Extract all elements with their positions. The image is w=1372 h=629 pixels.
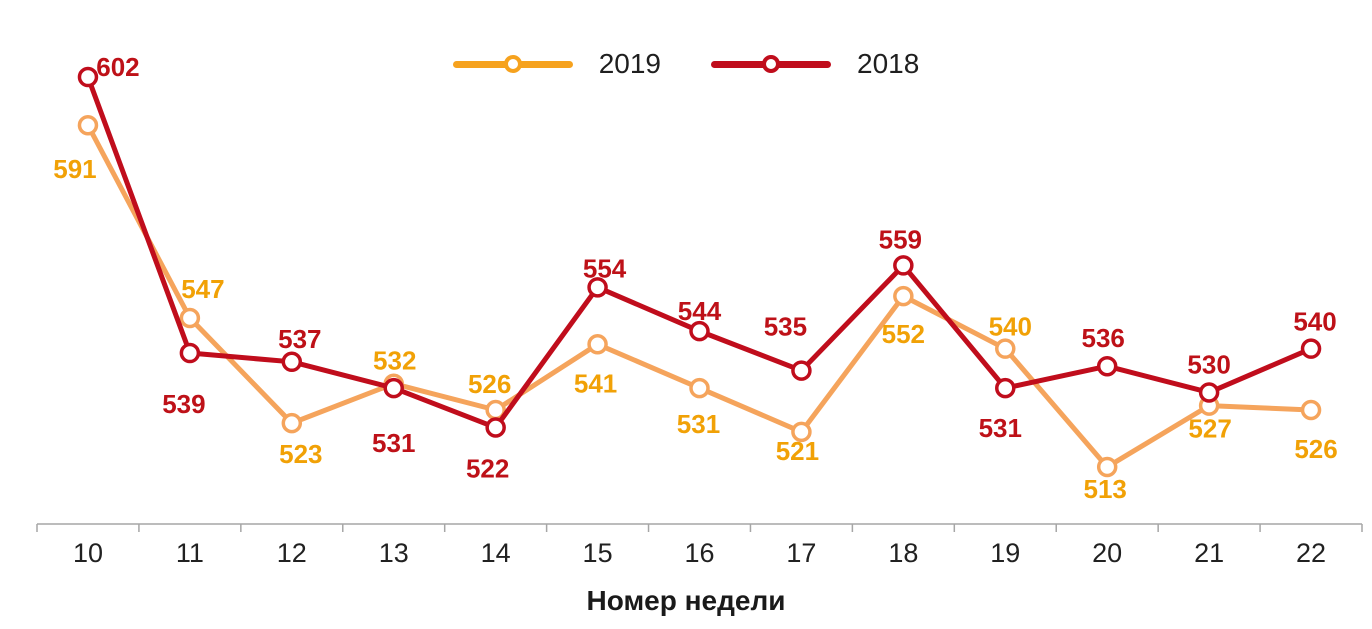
data-label-2018-22: 540 (1293, 307, 1336, 337)
data-point-2019-10 (77, 114, 99, 136)
data-label-2018-12: 537 (278, 324, 321, 354)
x-tick-label-14: 14 (481, 538, 511, 568)
x-tick-label-21: 21 (1194, 538, 1224, 568)
x-tick-label-18: 18 (888, 538, 918, 568)
data-point-2018-14 (485, 417, 506, 438)
series-line-2018 (85, 74, 1314, 431)
data-label-2019-12: 523 (279, 439, 322, 469)
data-label-2019-21: 527 (1188, 414, 1231, 444)
data-point-2019-17 (791, 421, 812, 443)
data-point-2019-15 (587, 334, 608, 355)
data-label-2019-20: 513 (1083, 474, 1126, 504)
x-tick-label-11: 11 (176, 538, 204, 568)
data-label-2018-21: 530 (1187, 349, 1230, 379)
data-point-2019-16 (689, 377, 710, 399)
data-point-2019-11 (179, 307, 201, 329)
data-label-2019-11: 547 (181, 274, 224, 304)
data-point-2018-15 (587, 277, 608, 298)
data-label-2019-19: 540 (989, 312, 1032, 342)
data-point-2018-12 (281, 351, 303, 373)
legend-marker-2019-icon (503, 55, 522, 73)
data-label-2018-10: 602 (96, 52, 139, 82)
legend-line-2018-icon (711, 55, 831, 73)
data-point-2018-11 (179, 342, 201, 364)
data-label-2019-18: 552 (882, 319, 925, 349)
data-label-2019-17: 521 (776, 436, 819, 466)
legend-item-2019: 2019 (452, 48, 661, 79)
data-label-2019-22: 526 (1294, 434, 1337, 464)
data-point-2018-19 (995, 377, 1016, 399)
data-point-2019-12 (281, 412, 303, 434)
data-point-2019-20 (1096, 456, 1118, 478)
data-label-2018-15: 554 (583, 253, 627, 283)
legend-line-2019-icon (452, 55, 573, 73)
data-point-2018-21 (1198, 382, 1220, 403)
data-label-2018-20: 536 (1081, 323, 1124, 353)
x-tick-label-13: 13 (379, 538, 409, 568)
x-tick-label-19: 19 (990, 538, 1020, 568)
data-label-2018-17: 535 (764, 312, 807, 342)
data-point-2019-19 (995, 338, 1016, 359)
legend: 2019 2018 (0, 50, 1372, 78)
data-point-2018-17 (791, 360, 812, 381)
data-point-2018-16 (689, 320, 710, 342)
legend-marker-2018-icon (762, 55, 780, 73)
data-label-2019-10: 591 (53, 154, 96, 184)
data-label-2019-13: 532 (373, 346, 416, 376)
data-point-2019-22 (1300, 399, 1322, 421)
x-tick-label-20: 20 (1092, 538, 1122, 568)
data-label-2018-11: 539 (162, 389, 205, 419)
data-point-2018-10 (77, 66, 99, 88)
data-label-2019-16: 531 (677, 409, 720, 439)
data-label-2019-14: 526 (468, 369, 511, 399)
data-label-2018-18: 559 (879, 224, 922, 254)
x-tick-label-15: 15 (583, 538, 613, 568)
legend-label-2018: 2018 (857, 48, 920, 79)
x-tick-label-16: 16 (684, 538, 714, 568)
x-tick-label-22: 22 (1296, 538, 1326, 568)
data-point-2018-20 (1096, 355, 1118, 377)
data-label-2018-19: 531 (979, 413, 1022, 443)
data-label-2018-13: 531 (372, 428, 415, 458)
data-point-2019-18 (893, 285, 914, 307)
data-point-2018-18 (893, 255, 914, 276)
data-point-2018-22 (1300, 338, 1322, 359)
legend-item-2018: 2018 (711, 50, 919, 78)
legend-label-2019: 2019 (598, 48, 661, 79)
x-axis-title: Номер недели (586, 585, 786, 616)
x-tick-label-10: 10 (73, 538, 103, 568)
data-point-2018-13 (383, 377, 404, 399)
data-label-2018-14: 522 (466, 454, 509, 484)
data-label-2019-15: 541 (574, 368, 617, 398)
x-tick-label-17: 17 (786, 538, 816, 568)
x-tick-label-12: 12 (277, 538, 307, 568)
data-label-2018-16: 544 (678, 296, 722, 326)
